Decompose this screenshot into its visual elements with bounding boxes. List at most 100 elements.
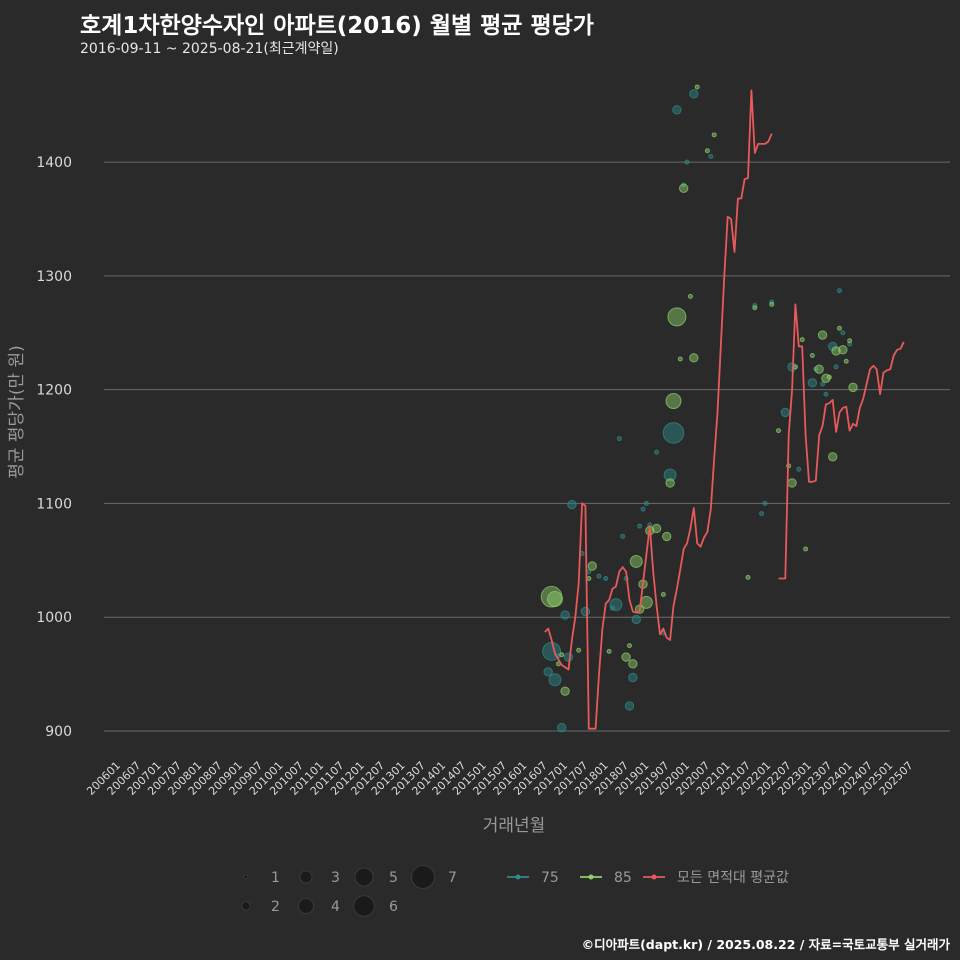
point-area-85 <box>836 325 842 331</box>
legend: 1 2 3 4 5 6 7 75 85 모든 면적대 평균값 <box>241 865 789 917</box>
y-grid <box>104 161 950 732</box>
point-area-85 <box>560 686 570 696</box>
y-tick-label: 900 <box>45 724 72 740</box>
point-area-75 <box>847 341 853 347</box>
y-axis-title: 평균 평당가(만 원) <box>7 345 27 479</box>
point-area-85 <box>626 643 632 649</box>
legend-size-6 <box>353 895 375 917</box>
y-tick-label: 1400 <box>36 155 72 171</box>
point-area-85 <box>831 346 841 356</box>
point-area-75 <box>708 153 714 159</box>
y-tick-label: 1100 <box>36 496 72 512</box>
avg-line-segment <box>544 89 773 730</box>
point-area-75 <box>759 511 765 517</box>
legend-size-label: 4 <box>331 899 340 915</box>
legend-size-3 <box>299 870 313 884</box>
point-area-75 <box>662 422 685 444</box>
point-area-75 <box>643 500 649 506</box>
point-area-85 <box>662 531 672 542</box>
point-area-85 <box>828 452 838 462</box>
point-area-75 <box>620 533 626 539</box>
point-area-75 <box>654 449 660 455</box>
point-area-75 <box>836 288 842 294</box>
point-area-85 <box>677 356 683 362</box>
point-area-85 <box>838 345 848 355</box>
point-area-85 <box>814 364 824 374</box>
legend-dot-1 <box>588 874 594 880</box>
legend-size-label: 5 <box>389 870 398 886</box>
point-area-75 <box>586 569 592 575</box>
legend-dot-2 <box>651 874 657 880</box>
point-area-75 <box>684 159 690 165</box>
point-area-85 <box>809 353 815 359</box>
point-area-85 <box>745 574 751 580</box>
legend-series-label: 85 <box>614 870 632 886</box>
point-area-85 <box>799 337 805 343</box>
point-area-75 <box>833 364 839 370</box>
point-area-75 <box>624 701 635 711</box>
point-area-85 <box>651 523 662 534</box>
point-area-85 <box>660 591 666 597</box>
point-area-75 <box>640 506 646 512</box>
chart-title: 호계1차한양수자인 아파트(2016) 월별 평균 평당가 <box>80 13 594 39</box>
legend-size-5 <box>354 867 374 887</box>
x-axis-title: 거래년월 <box>483 816 546 836</box>
point-area-75 <box>637 523 643 529</box>
chart-subtitle: 2016-09-11 ~ 2025-08-21(최근계약일) <box>80 41 339 57</box>
average-line <box>544 89 905 730</box>
point-area-75 <box>796 466 802 472</box>
point-area-85 <box>621 652 631 662</box>
point-area-75 <box>603 576 609 582</box>
point-area-85 <box>792 364 798 370</box>
legend-size-label: 1 <box>271 870 280 886</box>
point-area-75 <box>840 330 846 336</box>
legend-size-label: 7 <box>448 870 457 886</box>
point-area-85 <box>559 652 565 658</box>
point-area-85 <box>711 132 717 138</box>
point-area-85 <box>826 374 832 380</box>
point-area-75 <box>596 573 602 579</box>
point-area-85 <box>847 338 853 344</box>
source-caption: ©디아파트(dapt.kr) / 2025.08.22 / 자료=국토교통부 실… <box>581 937 950 952</box>
point-area-85 <box>667 307 687 327</box>
point-area-85 <box>587 561 597 571</box>
point-area-75 <box>609 598 623 612</box>
legend-series-label: 75 <box>541 870 559 886</box>
point-area-85 <box>704 148 710 154</box>
point-area-85 <box>769 301 775 307</box>
point-area-85 <box>687 293 693 299</box>
point-area-75 <box>557 722 567 733</box>
point-area-75 <box>807 378 818 388</box>
legend-series-label: 모든 면적대 평균값 <box>677 870 789 886</box>
y-tick-labels: 900 1000 1100 1200 1300 1400 <box>36 155 72 740</box>
point-area-75 <box>672 105 682 115</box>
point-area-75 <box>628 672 638 683</box>
point-area-75 <box>762 500 768 506</box>
point-area-75 <box>580 606 591 617</box>
point-area-75 <box>663 468 677 482</box>
point-area-85 <box>817 330 828 340</box>
point-area-85 <box>689 353 699 363</box>
legend-size-label: 3 <box>331 870 340 886</box>
point-area-85 <box>678 183 689 193</box>
point-area-75 <box>631 614 641 625</box>
legend-size-2 <box>241 901 251 911</box>
point-area-85 <box>665 478 675 488</box>
point-area-85 <box>752 305 758 311</box>
point-area-75 <box>543 667 553 677</box>
point-area-75 <box>780 407 790 418</box>
y-tick-label: 1000 <box>36 610 72 626</box>
avg-line-segment <box>778 303 905 580</box>
x-tick-labels: 2006012006072007012007072008012008072009… <box>84 759 916 798</box>
point-area-75 <box>563 652 574 662</box>
point-area-75 <box>616 436 622 442</box>
point-area-75 <box>820 381 826 387</box>
point-area-85 <box>606 648 612 654</box>
legend-dot-0 <box>515 874 521 880</box>
legend-size-label: 2 <box>271 899 280 915</box>
legend-size-4 <box>298 898 314 914</box>
point-area-75 <box>689 89 699 99</box>
point-area-85 <box>629 554 643 568</box>
point-area-85 <box>803 546 809 552</box>
